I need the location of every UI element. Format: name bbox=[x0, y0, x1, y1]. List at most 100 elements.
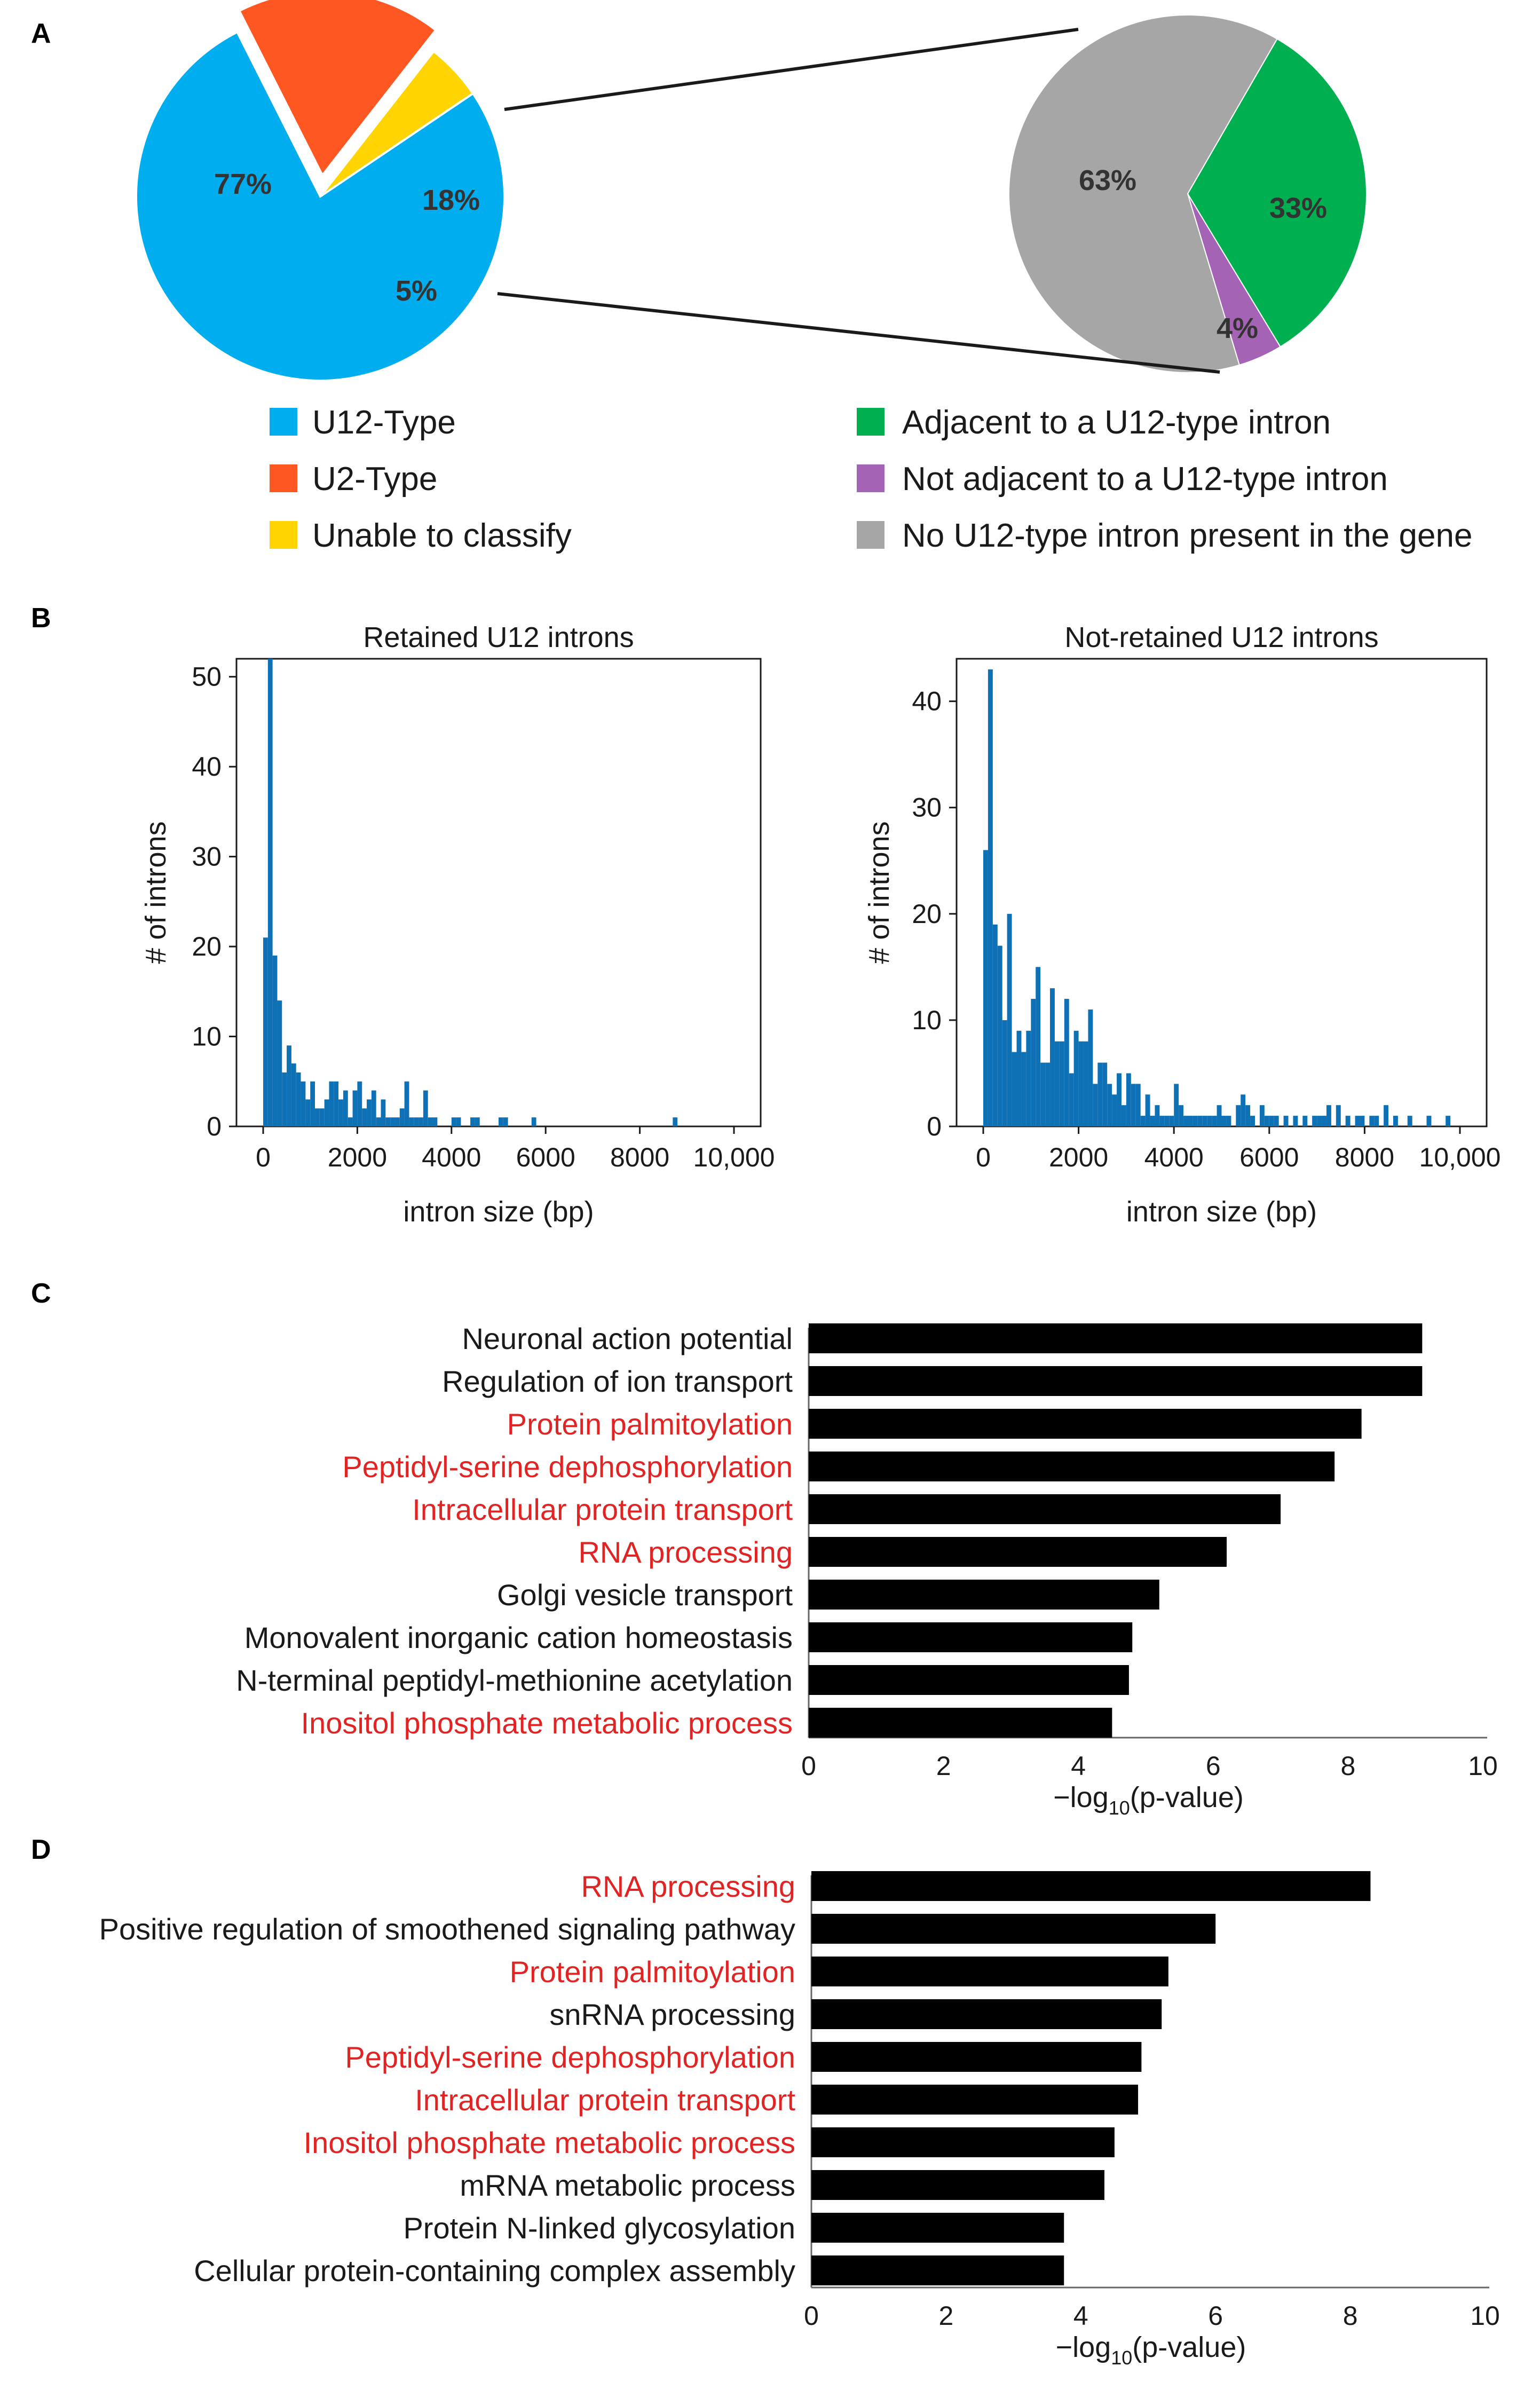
legend-gene-context: Adjacent to a U12-type intron Not adjacen… bbox=[857, 404, 1472, 554]
hist-bar bbox=[1164, 1116, 1170, 1126]
hist-bar bbox=[1312, 1116, 1317, 1126]
hist-bar bbox=[357, 1081, 362, 1126]
hist-bar bbox=[531, 1117, 536, 1126]
hist-bar bbox=[1140, 1116, 1146, 1126]
hist-bar bbox=[1179, 1105, 1184, 1126]
hist-bar bbox=[1002, 1020, 1007, 1126]
category-label-rna-processing: RNA processing bbox=[578, 1535, 793, 1569]
hist-bar bbox=[1174, 1084, 1179, 1126]
category-label-n-terminal-peptidyl-methionine-acetylation: N-terminal peptidyl-methionine acetylati… bbox=[236, 1663, 793, 1697]
x-tick-label: 6 bbox=[1206, 1751, 1221, 1781]
hist-bar bbox=[1169, 1116, 1174, 1126]
hist-bar bbox=[1050, 988, 1055, 1126]
pie-value-label-adjacent-to-a-u12-type-intron: 33% bbox=[1269, 192, 1327, 224]
pie-value-label-unable-to-classify: 5% bbox=[396, 275, 437, 307]
hist-bar bbox=[1241, 1094, 1246, 1126]
hist-bar bbox=[362, 1108, 367, 1126]
hist-bar bbox=[1121, 1105, 1126, 1126]
hist-bar bbox=[1264, 1116, 1269, 1126]
hist-bar bbox=[428, 1117, 433, 1126]
y-tick-label: 30 bbox=[192, 842, 222, 872]
x-tick-label: 8 bbox=[1340, 1751, 1355, 1781]
legend-label-adjacent-to-a-u12-type-intron: Adjacent to a U12-type intron bbox=[902, 404, 1331, 441]
category-label-inositol-phosphate-metabolic-process: Inositol phosphate metabolic process bbox=[304, 2126, 795, 2159]
hist-bar bbox=[1021, 1052, 1026, 1126]
hist-bar bbox=[475, 1117, 480, 1126]
pie-slice-adjacent-to-a-u12-type-intron bbox=[1187, 38, 1367, 348]
hist-bar bbox=[1183, 1116, 1188, 1126]
hist-bar bbox=[1064, 999, 1069, 1126]
category-label-rna-processing: RNA processing bbox=[581, 1870, 795, 1903]
hist-bar bbox=[301, 1081, 306, 1126]
x-tick-label: 6 bbox=[1208, 2301, 1223, 2331]
x-axis-label: intron size (bp) bbox=[403, 1196, 594, 1228]
hist-bar bbox=[282, 1072, 287, 1126]
x-tick-label: 2000 bbox=[328, 1142, 387, 1172]
hist-bar bbox=[988, 669, 993, 1126]
x-tick-label: 2 bbox=[936, 1751, 951, 1781]
bar-regulation-of-ion-transport bbox=[809, 1366, 1423, 1396]
hist-bar bbox=[334, 1081, 339, 1126]
category-label-cellular-protein-containing-complex-assembly: Cellular protein-containing complex asse… bbox=[194, 2254, 795, 2288]
legend-intron-type: U12-Type U2-Type Unable to classify bbox=[270, 404, 572, 554]
legend-label-u2-type: U2-Type bbox=[312, 461, 437, 498]
y-tick-label: 20 bbox=[192, 932, 222, 961]
hist-bar bbox=[1040, 1062, 1046, 1126]
hist-bar bbox=[1031, 999, 1036, 1126]
x-tick-label: 4 bbox=[1071, 1751, 1086, 1781]
panel-letter-a: A bbox=[31, 18, 51, 49]
y-axis-label: # of introns bbox=[863, 821, 895, 964]
y-tick-label: 10 bbox=[192, 1022, 222, 1052]
x-tick-label: 6000 bbox=[1239, 1142, 1299, 1172]
bar-peptidyl-serine-dephosphorylation bbox=[811, 2042, 1142, 2072]
category-label-snrna-processing: snRNA processing bbox=[549, 1998, 795, 2031]
x-tick-label: 0 bbox=[256, 1142, 271, 1172]
bar-mrna-metabolic-process bbox=[811, 2170, 1104, 2200]
hist-bar bbox=[1302, 1116, 1308, 1126]
hist-bar bbox=[1145, 1094, 1150, 1126]
histogram-not-retained-u12: 0 2000 4000 6000 8000 10,000 0 10 20 30 40 Not-reta… bbox=[863, 621, 1500, 1228]
hist-bar bbox=[367, 1099, 372, 1126]
hist-bar bbox=[1073, 1030, 1079, 1126]
x-tick-label: 6000 bbox=[516, 1142, 575, 1172]
hist-bar bbox=[1407, 1116, 1412, 1126]
hist-bar bbox=[263, 937, 268, 1126]
hist-bar bbox=[1192, 1116, 1198, 1126]
hist-bar bbox=[456, 1117, 461, 1126]
legend-label-not-adjacent-to-a-u12-type-intron: Not adjacent to a U12-type intron bbox=[902, 461, 1388, 498]
hist-bar bbox=[997, 945, 1002, 1126]
bar-chart-go-terms-c: Neuronal action potential Regulation of i… bbox=[236, 1322, 1498, 1819]
x-tick-label: 4000 bbox=[1144, 1142, 1204, 1172]
legend-label-no-u12-type-intron-present-in-the-gene: No U12-type intron present in the gene bbox=[902, 517, 1472, 554]
hist-bar bbox=[1197, 1116, 1203, 1126]
hist-bar bbox=[1036, 967, 1041, 1126]
bar-intracellular-protein-transport bbox=[811, 2085, 1139, 2115]
pie-value-label-no-u12-type-intron-present-in-the-gene: 63% bbox=[1079, 164, 1136, 196]
y-axis-label: # of introns bbox=[140, 821, 172, 964]
hist-bar bbox=[296, 1072, 301, 1126]
x-tick-label: 10 bbox=[1470, 2301, 1500, 2331]
bar-protein-n-linked-glycosylation bbox=[811, 2213, 1064, 2243]
hist-bar bbox=[381, 1099, 386, 1126]
chart-title: Not-retained U12 introns bbox=[1064, 621, 1378, 653]
hist-bar bbox=[1188, 1116, 1193, 1126]
hist-bar bbox=[1369, 1116, 1375, 1126]
hist-bar bbox=[1221, 1116, 1227, 1126]
bar-protein-palmitoylation bbox=[811, 1957, 1168, 1986]
x-tick-label: 10,000 bbox=[1419, 1142, 1501, 1172]
hist-bar bbox=[1426, 1116, 1432, 1126]
pie-value-label-not-adjacent-to-a-u12-type-intron: 4% bbox=[1217, 312, 1258, 344]
connector-line-top bbox=[504, 28, 1079, 111]
hist-bar bbox=[1083, 1041, 1088, 1126]
hist-bar bbox=[329, 1081, 334, 1126]
bar-golgi-vesicle-transport bbox=[809, 1580, 1159, 1610]
hist-bar bbox=[1007, 913, 1012, 1126]
category-label-regulation-of-ion-transport: Regulation of ion transport bbox=[442, 1364, 793, 1398]
panel-letter-c: C bbox=[31, 1278, 51, 1309]
x-tick-label: 10 bbox=[1468, 1751, 1498, 1781]
hist-bar bbox=[267, 659, 273, 1126]
bar-rna-processing bbox=[811, 1871, 1371, 1901]
legend-swatch-unable-to-classify bbox=[270, 521, 297, 549]
y-tick-label: 40 bbox=[192, 752, 222, 782]
